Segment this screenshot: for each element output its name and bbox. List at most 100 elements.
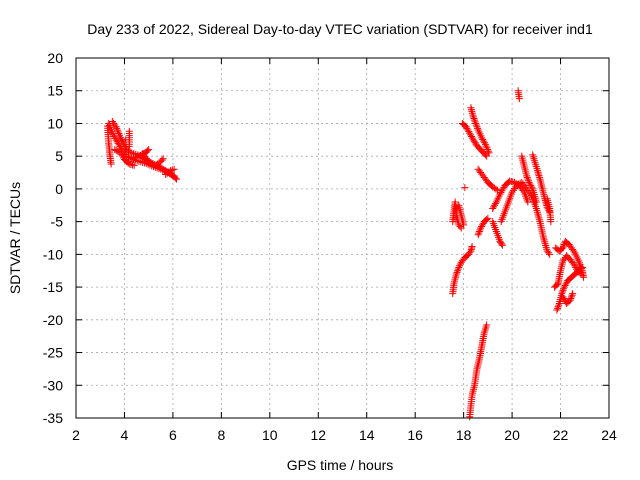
data-point bbox=[562, 280, 570, 288]
data-point bbox=[560, 285, 568, 293]
x-tick-label: 8 bbox=[217, 427, 225, 443]
x-tick-label: 6 bbox=[169, 427, 177, 443]
data-point bbox=[468, 134, 476, 142]
data-point bbox=[158, 164, 166, 172]
data-point bbox=[479, 135, 487, 143]
x-tick-label: 10 bbox=[262, 427, 278, 443]
data-point bbox=[544, 249, 552, 257]
data-point bbox=[491, 200, 499, 208]
data-point bbox=[471, 118, 479, 126]
data-point bbox=[528, 183, 536, 191]
data-point bbox=[498, 241, 506, 249]
data-point bbox=[452, 270, 460, 278]
y-tick-label: 5 bbox=[55, 148, 63, 164]
data-point bbox=[455, 263, 463, 271]
x-tick-label: 20 bbox=[504, 427, 520, 443]
data-point bbox=[554, 304, 562, 312]
data-point bbox=[560, 283, 568, 291]
data-point bbox=[474, 124, 482, 132]
data-point bbox=[478, 223, 486, 231]
data-point bbox=[559, 293, 567, 301]
data-point bbox=[561, 239, 569, 247]
y-tick-label: -25 bbox=[43, 345, 63, 361]
data-point bbox=[463, 124, 471, 132]
data-point bbox=[568, 291, 576, 299]
data-point bbox=[465, 128, 473, 136]
data-point bbox=[477, 224, 485, 232]
data-point bbox=[569, 290, 577, 298]
y-tick-label: 10 bbox=[47, 115, 63, 131]
data-point bbox=[559, 286, 567, 294]
data-point bbox=[489, 205, 497, 213]
y-tick-label: 15 bbox=[47, 83, 63, 99]
data-point bbox=[566, 296, 574, 304]
data-point bbox=[111, 146, 119, 154]
data-point bbox=[546, 250, 554, 258]
data-point bbox=[159, 155, 167, 163]
data-point bbox=[158, 156, 166, 164]
data-point bbox=[525, 178, 533, 186]
data-point bbox=[484, 146, 492, 154]
data-point bbox=[508, 188, 516, 196]
y-axis-label: SDTVAR / TECUs bbox=[7, 182, 23, 294]
data-point bbox=[466, 249, 474, 257]
data-point bbox=[107, 160, 115, 168]
data-point bbox=[119, 152, 127, 160]
data-point bbox=[112, 123, 120, 131]
data-point bbox=[114, 147, 122, 155]
x-tick-label: 2 bbox=[72, 427, 80, 443]
y-tick-label: 0 bbox=[55, 181, 63, 197]
data-point bbox=[547, 218, 555, 226]
data-point bbox=[120, 141, 128, 149]
data-point bbox=[509, 186, 517, 194]
data-point bbox=[483, 321, 491, 329]
data-point bbox=[470, 115, 478, 123]
data-point bbox=[124, 153, 132, 161]
y-tick-label: -5 bbox=[51, 214, 64, 230]
data-point bbox=[490, 203, 498, 211]
data-point bbox=[567, 295, 575, 303]
chart-title: Day 233 of 2022, Sidereal Day-to-day VTE… bbox=[87, 21, 593, 37]
data-point bbox=[576, 269, 584, 277]
data-point bbox=[483, 215, 491, 223]
data-point bbox=[166, 167, 174, 175]
data-point bbox=[453, 268, 461, 276]
data-point bbox=[492, 185, 500, 193]
data-point bbox=[145, 146, 153, 154]
data-point bbox=[559, 244, 567, 252]
data-point bbox=[469, 113, 477, 121]
data-point bbox=[478, 134, 486, 142]
plot-frame bbox=[75, 57, 610, 419]
data-point bbox=[467, 131, 475, 139]
data-point bbox=[513, 181, 521, 189]
data-point bbox=[483, 144, 491, 152]
data-point bbox=[472, 121, 480, 129]
data-point bbox=[471, 116, 479, 124]
data-point bbox=[481, 139, 489, 147]
data-point bbox=[511, 185, 519, 193]
data-point bbox=[126, 148, 134, 156]
data-point bbox=[456, 223, 464, 231]
data-point bbox=[569, 245, 577, 253]
data-point bbox=[471, 139, 479, 147]
data-point bbox=[128, 155, 136, 163]
data-point bbox=[560, 295, 568, 303]
data-point bbox=[113, 124, 121, 132]
data-point bbox=[498, 240, 506, 248]
data-point bbox=[484, 147, 492, 155]
data-point bbox=[567, 293, 575, 301]
data-point bbox=[554, 303, 562, 311]
y-tick-label: -30 bbox=[43, 377, 63, 393]
data-point bbox=[526, 190, 534, 198]
data-point bbox=[170, 165, 178, 173]
data-point bbox=[474, 231, 482, 239]
axes: 2 4 6 8 10 12 14 16 18 20 22 24-35-30-25-20-15-10-5… bbox=[43, 50, 617, 443]
data-point bbox=[578, 263, 586, 271]
data-point bbox=[454, 267, 462, 275]
data-point bbox=[481, 140, 489, 148]
y-tick-label: -15 bbox=[43, 279, 63, 295]
data-point bbox=[461, 184, 469, 192]
data-point bbox=[113, 126, 121, 134]
data-point bbox=[482, 142, 490, 150]
